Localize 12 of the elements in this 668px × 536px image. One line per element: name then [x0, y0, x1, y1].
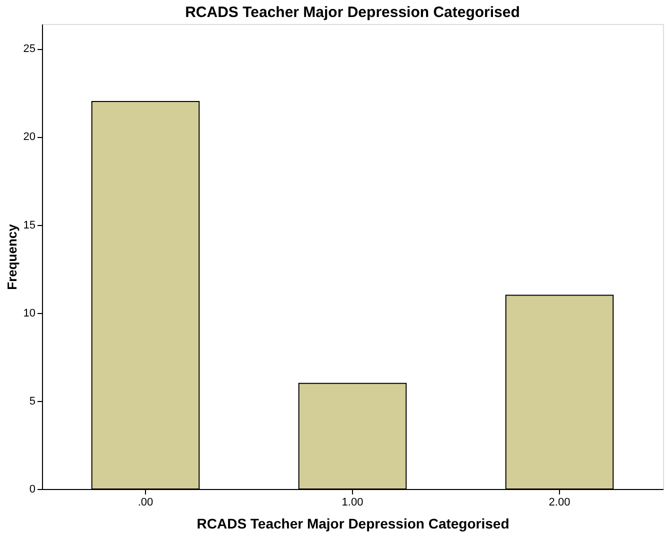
y-tick-label: 10: [23, 307, 36, 320]
x-tick-label: 2.00: [548, 496, 570, 508]
y-axis-title: Frequency: [4, 223, 20, 290]
y-tick-label: 20: [23, 131, 36, 144]
y-tick-label: 25: [23, 43, 36, 56]
x-axis-title: RCADS Teacher Major Depression Categorised: [196, 516, 510, 532]
chart-title: RCADS Teacher Major Depression Categorised: [185, 4, 520, 21]
y-tick-label: 5: [29, 395, 36, 408]
x-tick-label: 1.00: [342, 496, 364, 508]
y-tick-label: 15: [23, 219, 36, 232]
x-tick-label: .00: [138, 496, 154, 508]
y-tick-label: 0: [29, 484, 36, 496]
